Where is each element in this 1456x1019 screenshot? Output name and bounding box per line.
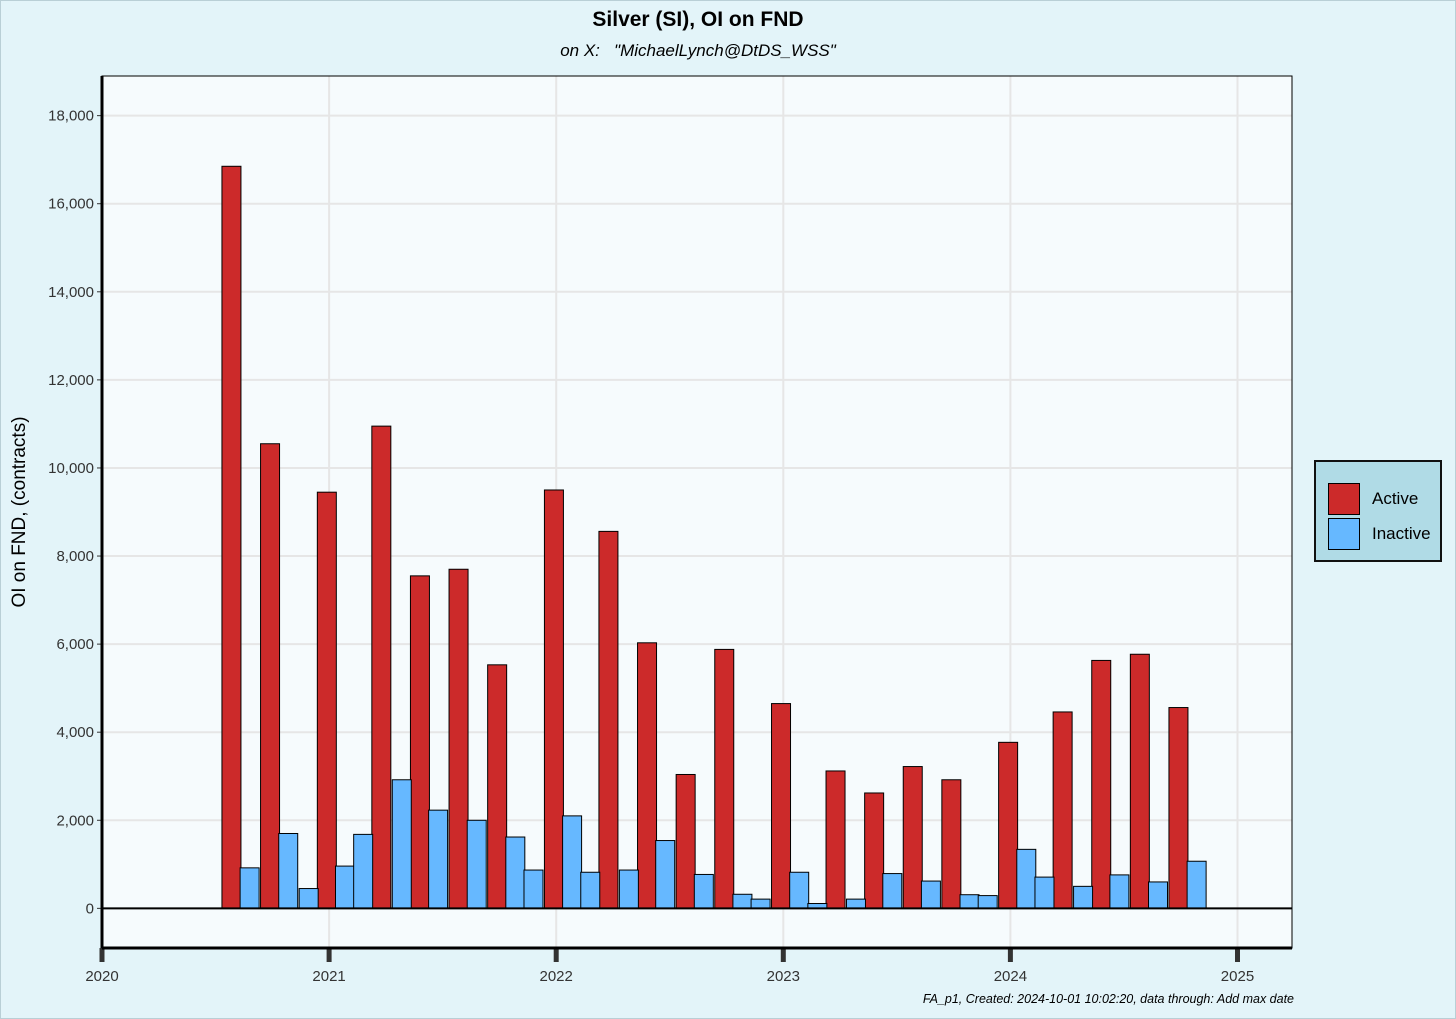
bar-inactive [845, 898, 866, 909]
x-tick-label: 2023 [767, 968, 800, 985]
bar-active [825, 770, 846, 909]
legend-item-active: Active [1328, 482, 1418, 516]
bar-active [1091, 659, 1112, 909]
bar-active [316, 491, 337, 909]
bar-active [998, 741, 1019, 909]
bar-inactive [1073, 885, 1094, 909]
bar-inactive [693, 873, 714, 909]
bar-inactive [977, 895, 998, 909]
bar-inactive [1016, 848, 1037, 909]
bar-inactive [1148, 881, 1169, 909]
bar-active [637, 642, 658, 909]
chart-title: Silver (SI), OI on FND [592, 8, 804, 31]
chart-caption: FA_p1, Created: 2024-10-01 10:02:20, dat… [922, 992, 1294, 1006]
chart-subtitle: on X: "MichaelLynch@DtDS_WSS" [560, 41, 836, 60]
y-tick-label: 12,000 [48, 372, 94, 389]
bar-inactive [239, 867, 260, 909]
x-tick-label: 2024 [994, 968, 1027, 985]
bar-active [487, 664, 508, 909]
bar-active [902, 766, 923, 909]
grid-layer [101, 76, 1292, 948]
x-tick-label: 2020 [85, 968, 118, 985]
bar-active [864, 792, 885, 909]
bar-active [1168, 707, 1189, 909]
bar-inactive [882, 873, 903, 909]
legend-label-active: Active [1372, 489, 1419, 508]
y-tick-label: 10,000 [48, 460, 94, 477]
legend-swatch-active [1328, 483, 1360, 515]
x-tick-label: 2022 [540, 968, 573, 985]
bar-inactive [298, 888, 319, 909]
bar-active [371, 425, 392, 909]
bar-active [771, 703, 792, 909]
bar-inactive [523, 869, 544, 909]
bar-inactive [1034, 876, 1055, 909]
bar-active [543, 489, 564, 909]
bar-inactive [732, 893, 753, 909]
y-tick-label: 16,000 [48, 196, 94, 213]
x-tick-label: 2025 [1221, 968, 1254, 985]
bar-active [260, 443, 281, 909]
bar-inactive [391, 779, 412, 909]
bar-active [941, 779, 962, 909]
y-tick-label: 8,000 [56, 548, 94, 565]
legend-label-inactive: Inactive [1372, 524, 1431, 543]
y-tick-label: 2,000 [56, 812, 94, 829]
bar-inactive [428, 809, 449, 909]
plot-panel [102, 76, 1292, 948]
bar-inactive [959, 894, 980, 909]
bar-inactive [789, 871, 810, 909]
bar-inactive [353, 833, 374, 909]
bar-active [409, 575, 430, 909]
bar-inactive [466, 819, 487, 909]
bar-active [448, 568, 469, 909]
y-tick-label: 6,000 [56, 636, 94, 653]
bar-inactive [655, 840, 676, 909]
bar-inactive [920, 880, 941, 909]
legend-swatch-inactive [1328, 518, 1360, 550]
bar-inactive [580, 871, 601, 909]
y-tick-label: 0 [86, 900, 94, 917]
bar-inactive [750, 898, 771, 909]
bar-active [598, 530, 619, 909]
y-tick-label: 18,000 [48, 108, 94, 125]
bar-inactive [562, 815, 583, 909]
y-tick-label: 14,000 [48, 284, 94, 301]
bar-active [1052, 711, 1073, 909]
bar-active [221, 165, 242, 909]
axis-layer: 0 2,000 4,000 6,000 8,000 10,000 12,000 14,000 1… [48, 75, 1293, 985]
bar-active [1129, 653, 1150, 909]
bar-inactive [618, 869, 639, 909]
x-tick-label: 2021 [312, 968, 345, 985]
bar-inactive [1186, 860, 1207, 909]
bar-inactive [1109, 874, 1130, 909]
legend-item-inactive: Inactive [1328, 517, 1431, 551]
bar-inactive [278, 832, 299, 909]
y-tick-label: 4,000 [56, 724, 94, 741]
bar-inactive [505, 836, 526, 909]
bar-active [714, 648, 735, 909]
bar-active [675, 773, 696, 909]
bar-inactive [334, 865, 355, 909]
legend: Active Inactive [1314, 460, 1442, 562]
